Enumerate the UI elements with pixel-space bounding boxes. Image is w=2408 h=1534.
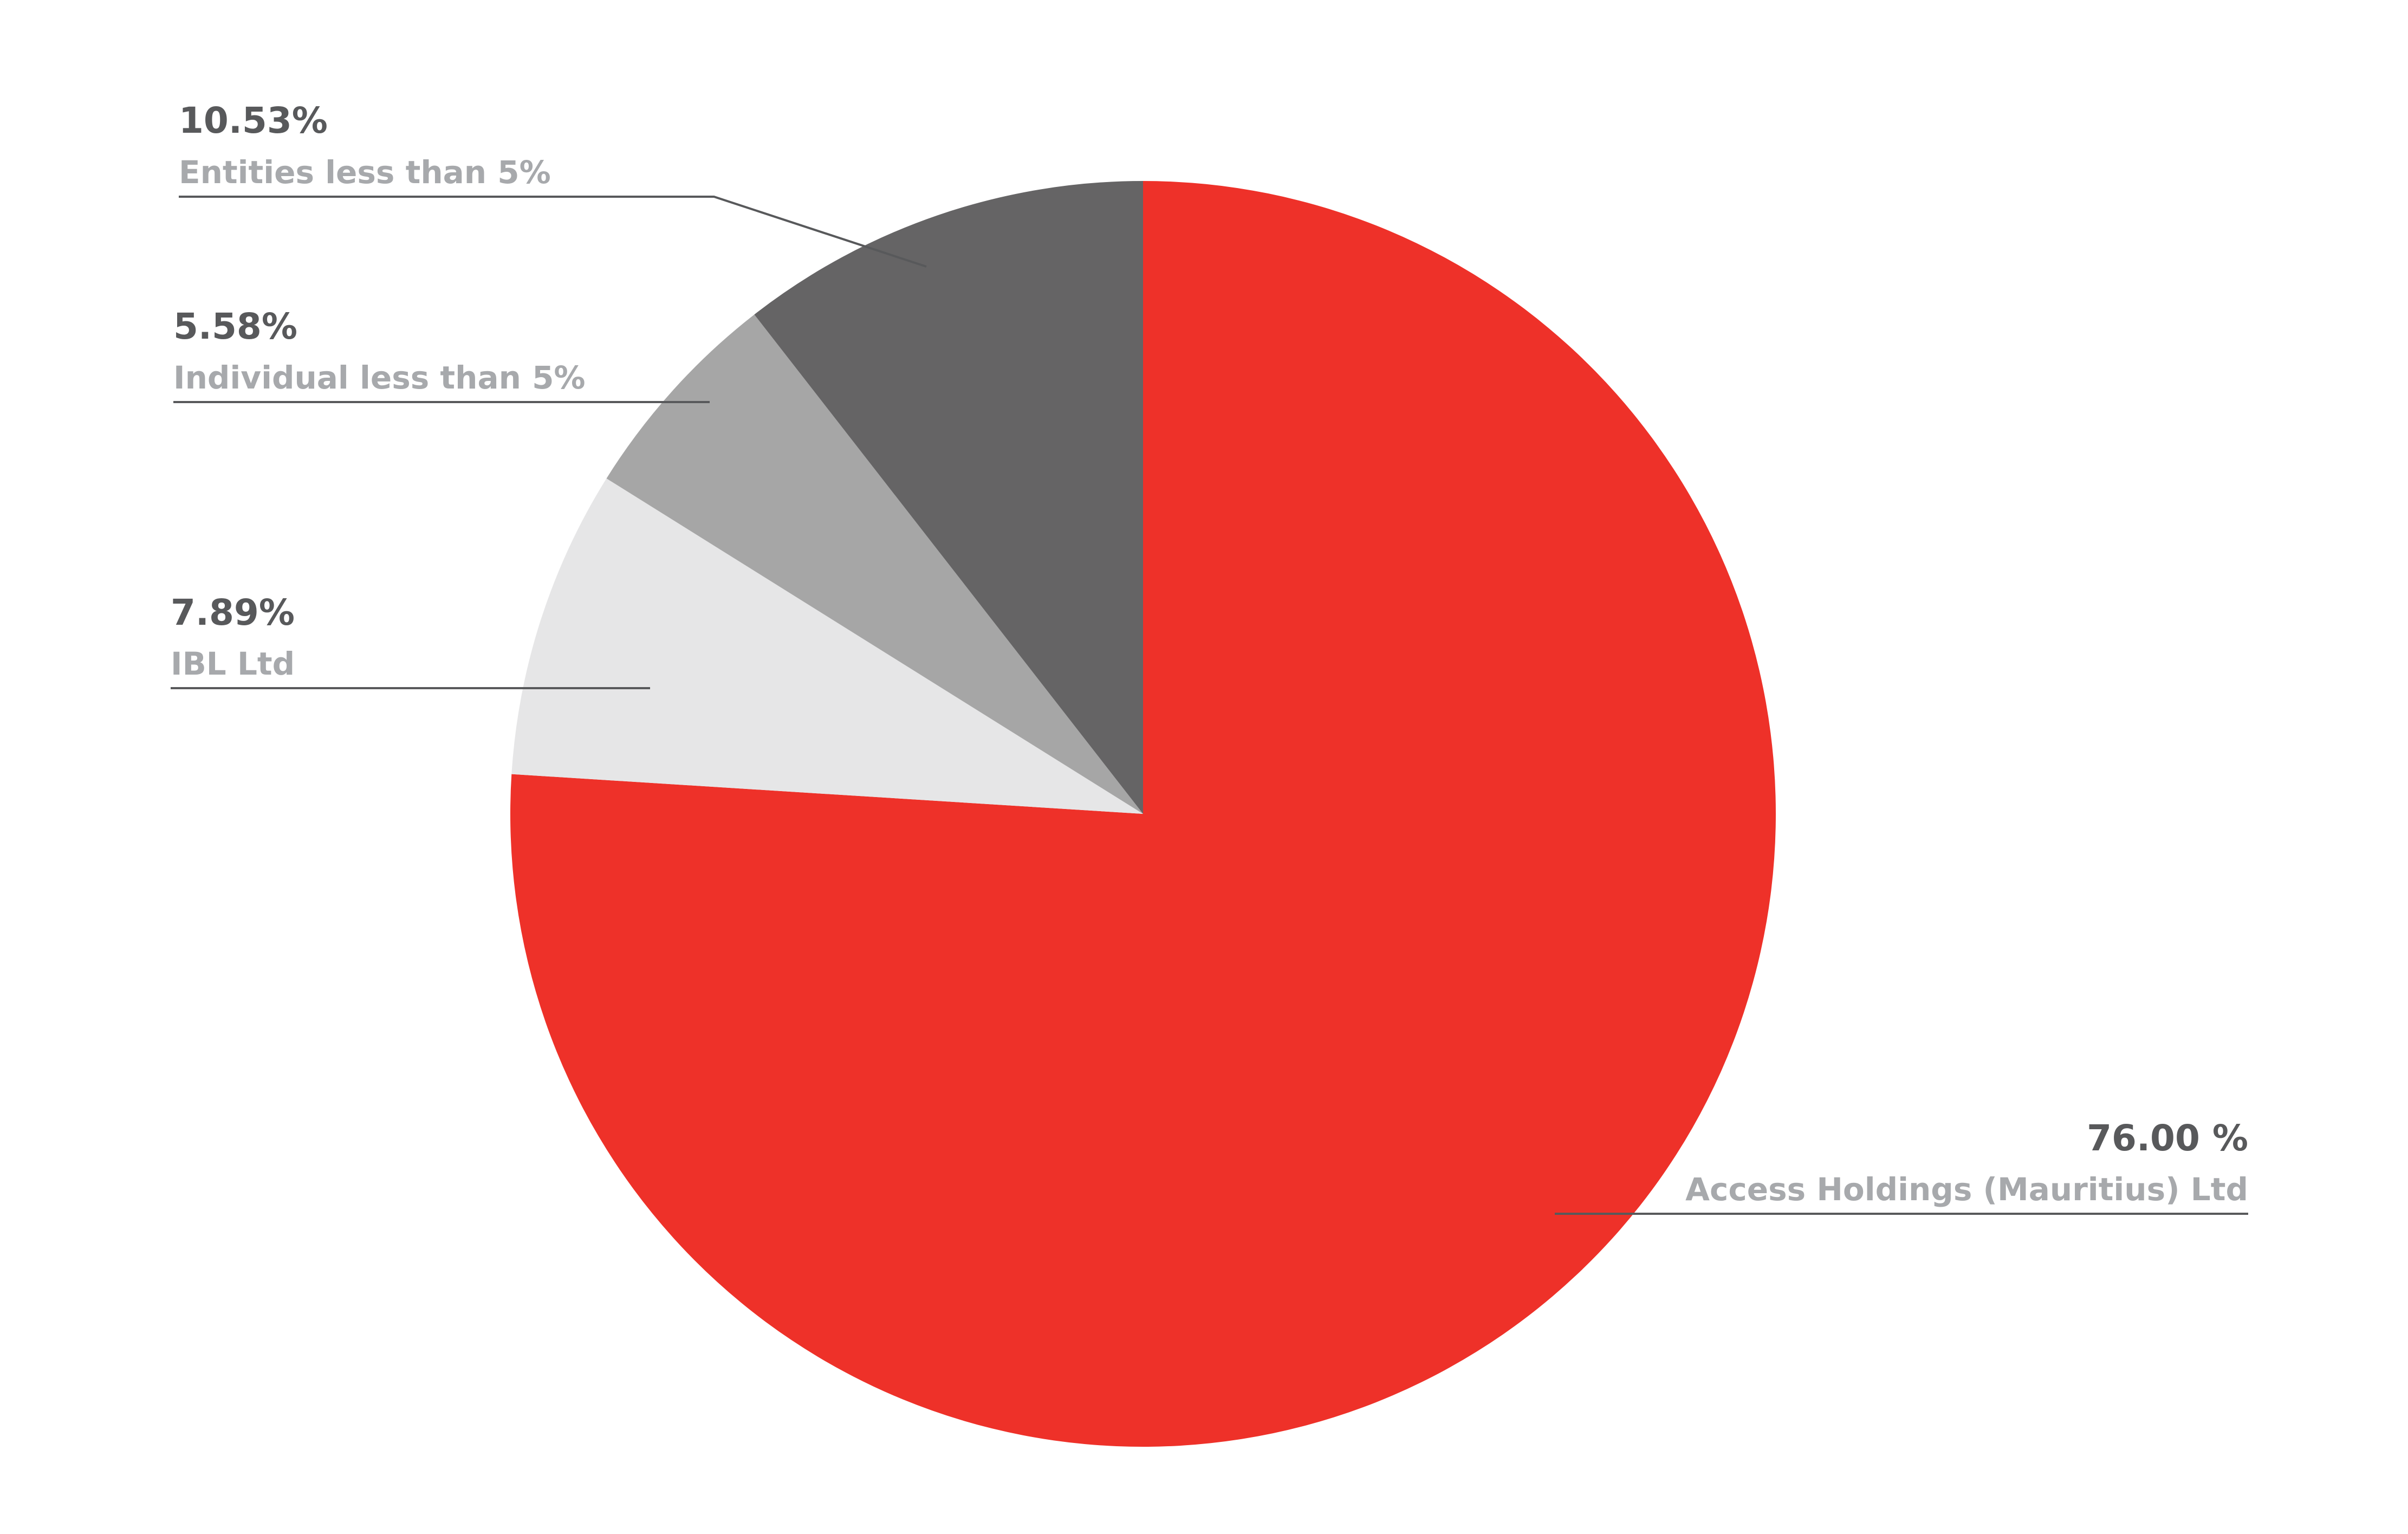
slice-value-label-access: 76.00 % <box>2087 1117 2248 1159</box>
slice-name-label-entities: Entities less than 5% <box>179 154 551 191</box>
slice-name-label-ibl: IBL Ltd <box>171 645 295 682</box>
pie-slice-entities <box>754 181 1143 814</box>
leader-line-entities <box>179 196 927 268</box>
pie-slices <box>510 181 1776 1447</box>
slice-value-label-entities: 10.53% <box>179 100 328 141</box>
slice-name-label-access: Access Holdings (Mauritius) Ltd <box>1685 1171 2248 1208</box>
slice-value-label-ibl: 7.89% <box>171 592 295 633</box>
pie-slice-individual <box>606 314 1143 814</box>
slice-value-label-individual: 5.58% <box>173 306 297 347</box>
pie-slice-access <box>510 181 1776 1447</box>
pie-slice-ibl <box>511 478 1143 814</box>
slice-name-label-individual: Individual less than 5% <box>173 359 586 396</box>
